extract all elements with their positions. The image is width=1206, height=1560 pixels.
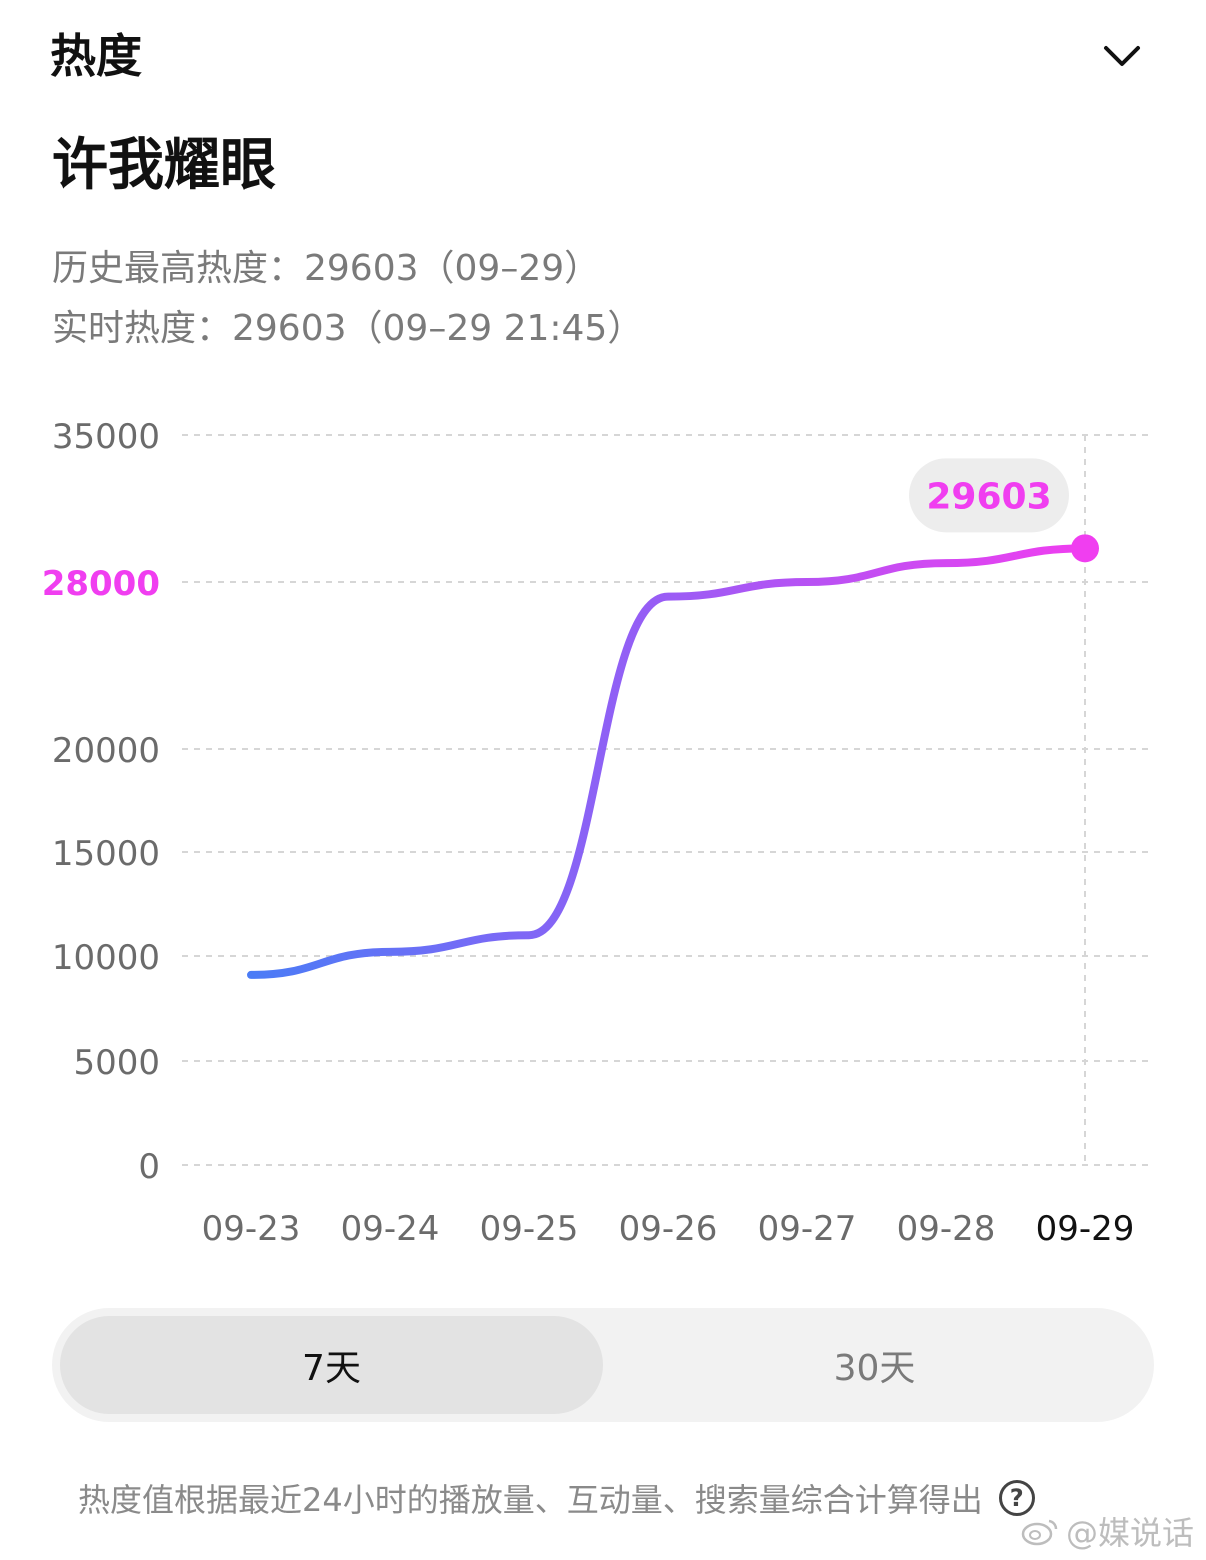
history-high-stat: 历史最高热度：29603（09–29） bbox=[52, 248, 601, 289]
question-circle-icon[interactable]: ? bbox=[998, 1480, 1035, 1516]
x-tick-label: 09-27 bbox=[758, 1209, 857, 1249]
y-tick-label: 5000 bbox=[73, 1043, 160, 1083]
y-tick-label: 10000 bbox=[52, 938, 160, 978]
x-tick-label: 09-28 bbox=[897, 1209, 996, 1249]
x-tick-label: 09-24 bbox=[341, 1209, 440, 1249]
footnote-text: 热度值根据最近24小时的播放量、互动量、搜索量综合计算得出 bbox=[78, 1481, 983, 1519]
latest-point-marker bbox=[1071, 534, 1099, 563]
weibo-icon bbox=[1021, 1519, 1058, 1546]
x-tick-label: 09-25 bbox=[480, 1209, 579, 1249]
footnote: 热度值根据最近24小时的播放量、互动量、搜索量综合计算得出 ? bbox=[78, 1472, 1035, 1524]
x-tick-label: 09-26 bbox=[619, 1209, 718, 1249]
y-tick-label: 35000 bbox=[52, 417, 160, 457]
range-toggle: 7天 30天 bbox=[52, 1308, 1154, 1422]
y-tick-label: 28000 bbox=[42, 564, 160, 604]
y-tick-label: 0 bbox=[138, 1147, 160, 1187]
collapse-button[interactable] bbox=[1094, 34, 1150, 82]
realtime-stat: 实时热度：29603（09–29 21:45） bbox=[52, 308, 644, 349]
watermark: @媒说话 bbox=[1020, 1508, 1194, 1554]
watermark-text: @媒说话 bbox=[1065, 1514, 1194, 1552]
chevron-down-icon bbox=[1104, 46, 1140, 66]
heat-line-chart: 35000 28000 20000 15000 10000 5000 0 09-23 09-2… bbox=[42, 417, 1150, 1249]
value-tooltip-label: 29603 bbox=[926, 476, 1051, 517]
topic-title: 许我耀眼 bbox=[52, 133, 276, 198]
x-tick-label: 09-23 bbox=[202, 1209, 301, 1249]
value-tooltip bbox=[909, 458, 1069, 533]
range-30-days-button[interactable]: 30天 bbox=[833, 1348, 916, 1389]
y-tick-label: 15000 bbox=[52, 834, 160, 874]
header-title: 热度 bbox=[50, 29, 142, 83]
heat-series-line bbox=[247, 544, 1089, 979]
heat-chart: 35000 28000 20000 15000 10000 5000 0 09-23 09-2… bbox=[0, 380, 1206, 1280]
y-tick-label: 20000 bbox=[52, 731, 160, 771]
range-7-days-button[interactable]: 7天 bbox=[60, 1316, 603, 1414]
x-tick-label: 09-29 bbox=[1036, 1209, 1135, 1249]
